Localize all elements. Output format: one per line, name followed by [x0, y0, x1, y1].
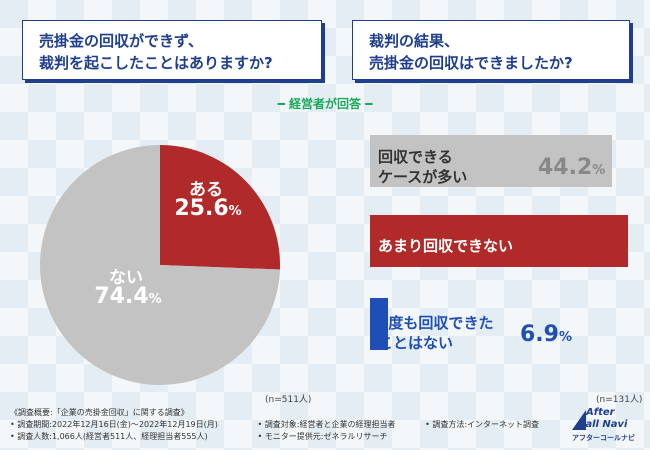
bar-mostly-recovered	[370, 135, 612, 187]
slice-value-aru: 25.6%	[168, 196, 248, 221]
bar-value-2-number: 48.9	[552, 235, 607, 260]
question-1-line-2: 裁判を起こしたことはありますか?	[39, 54, 273, 72]
bar-never-recovered	[370, 298, 388, 350]
logo-text-after: After	[586, 407, 615, 418]
respondent-subheading: ━ 経営者が回答 ━	[277, 97, 373, 111]
footer-period: • 調査期間:2022年12月16日(金)〜2022年12月19日(月)	[10, 420, 218, 429]
logo-mark-icon	[572, 410, 586, 430]
sample-size-right: (n=131人)	[596, 395, 643, 405]
bar-label-3-line-1: 1度も回収できた	[378, 314, 494, 332]
after-call-navi-logo: After Call Navi アフターコールナビ	[572, 408, 644, 444]
logo-text-katakana: アフターコールナビ	[572, 434, 635, 442]
bar-value-never-recovered: 6.9%	[520, 322, 572, 347]
sample-size-left: (n=511人)	[265, 395, 312, 405]
bar-label-rarely-recovered: あまり回収できない	[378, 236, 513, 256]
slice-value-nai-number: 74.4	[94, 284, 149, 309]
logo-text-call-navi: Call Navi	[578, 419, 628, 430]
bar-label-never-recovered: 1度も回収できた ことはない	[378, 313, 493, 353]
question-2-line-1: 裁判の結果、	[369, 32, 460, 50]
slice-value-nai: 74.4%	[88, 284, 168, 309]
bar-value-1-pct: %	[592, 163, 606, 178]
slice-value-nai-pct: %	[148, 292, 162, 307]
bar-value-3-number: 6.9	[520, 322, 559, 347]
footer-method: • 調査方法:インターネット調査	[425, 420, 540, 429]
slice-label-nai: ない	[109, 268, 143, 288]
question-1-line-1: 売掛金の回収ができず、	[39, 32, 203, 50]
survey-overview: 《調査概要:「企業の売掛金回収」に関する調査》 • 調査期間:2022年12月1…	[10, 407, 539, 443]
bar-value-rarely-recovered: 48.9%	[552, 235, 619, 260]
slice-label-aru: ある	[189, 180, 223, 200]
bar-value-2-pct: %	[606, 243, 620, 258]
bar-label-mostly-recovered: 回収できる ケースが多い	[378, 147, 467, 187]
bar-label-1-line-2: ケースが多い	[378, 168, 468, 186]
question-2-line-2: 売掛金の回収はできましたか?	[369, 54, 573, 72]
question-box-1: 売掛金の回収ができず、 裁判を起こしたことはありますか?	[22, 20, 322, 80]
footer-target: • 調査対象:経営者と企業の経理担当者	[257, 420, 396, 429]
bar-label-2-line-1: あまり回収できない	[378, 237, 514, 255]
footer-title: 《調査概要:「企業の売掛金回収」に関する調査》	[10, 408, 189, 417]
question-box-2: 裁判の結果、 売掛金の回収はできましたか?	[352, 20, 630, 80]
bar-rarely-recovered	[370, 215, 629, 267]
bar-value-1-number: 44.2	[538, 155, 593, 180]
slice-value-aru-pct: %	[228, 204, 242, 219]
pie-slice-nai	[40, 145, 280, 386]
footer-count: • 調査人数:1,066人(経営者511人、経理担当者555人)	[10, 432, 208, 441]
bar-label-3-line-2: ことはない	[378, 334, 454, 352]
bar-value-3-pct: %	[558, 330, 573, 345]
pie-slice-aru	[160, 145, 280, 270]
bar-label-1-line-1: 回収できる	[378, 148, 453, 166]
bar-value-mostly-recovered: 44.2%	[538, 155, 605, 180]
slice-value-aru-number: 25.6	[174, 196, 229, 221]
footer-provider: • モニター提供元:ゼネラルリサーチ	[257, 432, 388, 441]
